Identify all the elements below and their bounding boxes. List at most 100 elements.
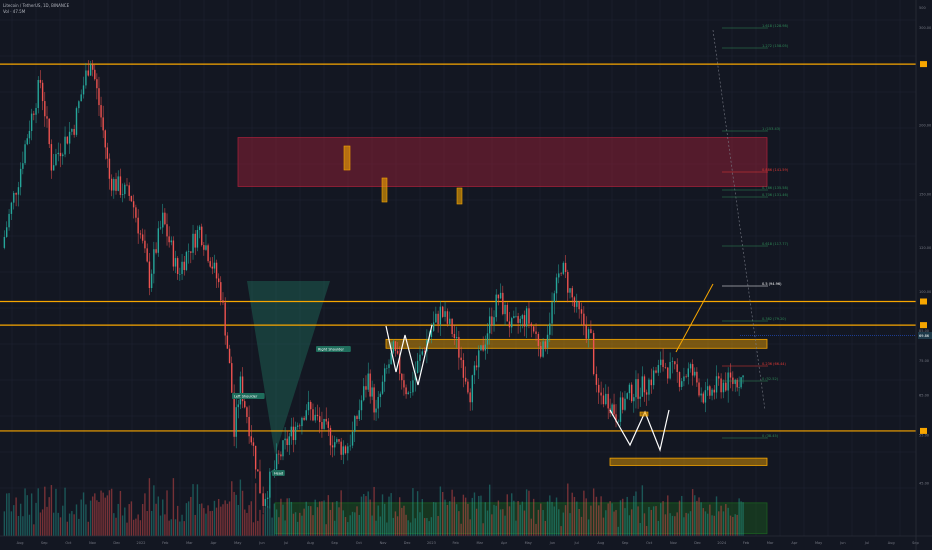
zone-box	[274, 502, 768, 535]
candle-body	[144, 240, 146, 249]
volume-bar	[530, 518, 533, 536]
volume-bar	[602, 517, 605, 536]
volume-bar	[742, 502, 744, 536]
w-pattern-line	[385, 324, 433, 386]
volume-bar	[480, 495, 482, 536]
candle-body	[168, 236, 170, 243]
volume-bar	[375, 520, 377, 536]
candle-body	[8, 213, 10, 228]
volume-bar	[423, 518, 426, 536]
fib-level-label: 0.706 (131.46)	[762, 193, 789, 197]
candle-body	[92, 64, 94, 70]
volume-bar	[239, 479, 242, 536]
volume-bar	[217, 499, 220, 536]
candle-body	[117, 176, 119, 191]
volume-bar	[3, 511, 6, 536]
candle-body	[405, 387, 407, 395]
volume-bar	[213, 500, 216, 536]
candle-body	[711, 389, 713, 396]
candle-body	[228, 348, 231, 364]
candle-body	[248, 416, 250, 437]
volume-bar	[226, 503, 229, 536]
candle-body	[497, 294, 500, 299]
candle-body	[278, 453, 280, 455]
candle-body	[734, 379, 736, 384]
volume-bar	[319, 501, 321, 536]
x-tick-label: Jul	[864, 541, 869, 545]
volume-bar	[30, 493, 33, 536]
volume-bar	[609, 501, 611, 536]
x-tick-label: Mar	[186, 541, 193, 545]
candle-body	[650, 379, 653, 386]
candle-body	[351, 431, 354, 446]
volume-bar	[24, 488, 26, 536]
candle-body	[310, 402, 312, 410]
candle-body	[622, 397, 624, 410]
fib-level-label: 1.618 (128.98)	[762, 24, 789, 28]
volume-bar	[19, 503, 22, 536]
candle-body	[282, 440, 284, 457]
candle-body	[331, 445, 334, 448]
candle-body	[691, 364, 694, 376]
candle-body	[257, 469, 259, 472]
volume-bar	[222, 504, 224, 536]
candle-body	[464, 377, 467, 382]
candle-body	[607, 393, 609, 409]
volume-bar	[75, 504, 78, 536]
candle-body	[704, 390, 707, 403]
volume-bar	[637, 506, 639, 536]
candle-body	[113, 179, 115, 191]
candle-body	[46, 116, 48, 119]
candle-body	[159, 227, 162, 229]
candle-body	[467, 381, 469, 393]
candle-body	[39, 79, 42, 83]
volume-bar	[669, 513, 671, 536]
candle-body	[444, 311, 446, 317]
volume-bar	[626, 496, 628, 536]
zone-box	[609, 457, 768, 466]
volume-bar	[560, 526, 562, 536]
volume-bar	[48, 497, 50, 536]
x-tick-label: Dec	[113, 541, 120, 545]
volume-bar	[430, 517, 433, 536]
y-tick-label: 100.00	[919, 290, 931, 294]
volume-bar	[643, 513, 646, 536]
candle-body	[137, 217, 139, 234]
candle-body	[521, 315, 524, 319]
volume-bar	[121, 515, 124, 536]
level-price-tag	[920, 298, 927, 305]
volume-bar	[379, 516, 382, 536]
volume-bar	[444, 499, 446, 536]
volume-bar	[681, 495, 683, 536]
x-tick-label: 2024	[717, 541, 727, 545]
candle-body	[235, 407, 237, 437]
volume-bar	[233, 491, 235, 536]
candle-body	[648, 379, 650, 395]
candle-body	[689, 364, 692, 369]
x-tick-label: Apr	[791, 541, 798, 545]
volume-bar	[57, 512, 59, 536]
volume-bar	[55, 488, 57, 536]
volume-bar	[725, 504, 727, 536]
volume-bar	[224, 500, 226, 536]
volume-bar	[354, 512, 356, 536]
volume-bar	[660, 503, 662, 536]
candle-body	[128, 185, 130, 196]
x-tick-label: Nov	[670, 541, 677, 545]
volume-bar	[288, 498, 290, 536]
volume-bar	[201, 503, 203, 536]
volume-bar	[102, 492, 104, 536]
candle-body	[499, 292, 502, 299]
volume-bar	[262, 514, 264, 536]
candle-body	[135, 207, 137, 218]
candle-body	[262, 493, 264, 506]
candle-body	[484, 344, 487, 351]
volume-bar	[711, 515, 713, 536]
y-tick-label: 500	[919, 6, 926, 10]
candle-body	[715, 376, 718, 393]
volume-bar	[250, 501, 252, 536]
volume-bar	[331, 502, 334, 536]
volume-bar	[349, 515, 351, 536]
